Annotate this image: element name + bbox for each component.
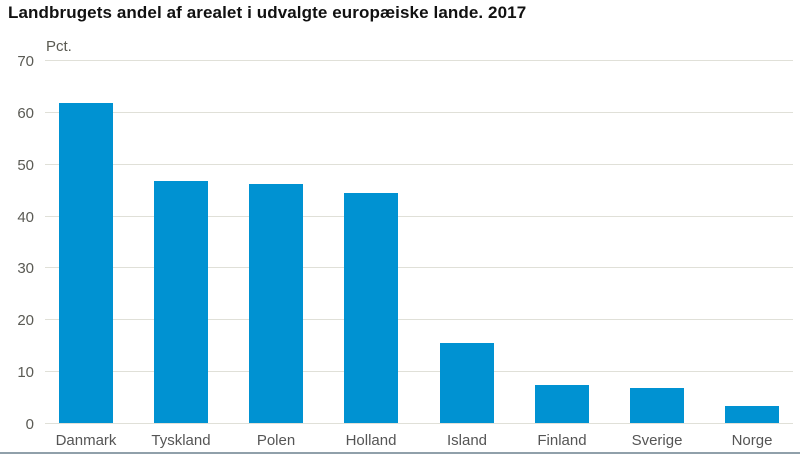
bar-finland <box>535 385 589 423</box>
y-axis-tick-label-60: 60 <box>17 105 34 122</box>
gridline-70 <box>45 60 793 61</box>
x-axis-label-danmark: Danmark <box>55 432 117 449</box>
x-axis-label-norge: Norge <box>731 432 773 449</box>
bar-polen <box>249 184 303 423</box>
bottom-divider-line <box>0 452 800 454</box>
x-axis-label-tyskland: Tyskland <box>151 432 211 449</box>
gridline-40 <box>45 216 793 217</box>
bar-island <box>440 343 494 423</box>
y-axis-tick-label-40: 40 <box>17 209 34 226</box>
bar-danmark <box>59 103 113 423</box>
y-axis-tick-label-20: 20 <box>17 312 34 329</box>
y-axis-tick-label-50: 50 <box>17 157 34 174</box>
gridline-0 <box>45 423 793 424</box>
bar-sverige <box>630 388 684 423</box>
gridline-10 <box>45 371 793 372</box>
y-axis-tick-label-10: 10 <box>17 364 34 381</box>
bar-norge <box>725 406 779 423</box>
y-axis-tick-label-30: 30 <box>17 260 34 277</box>
x-axis-label-holland: Holland <box>345 432 397 449</box>
chart-title: Landbrugets andel af arealet i udvalgte … <box>8 3 527 22</box>
y-axis-tick-label-0: 0 <box>25 416 34 433</box>
gridline-30 <box>45 267 793 268</box>
bar-holland <box>344 193 398 423</box>
x-axis-label-finland: Finland <box>537 432 587 449</box>
bar-tyskland <box>154 181 208 423</box>
y-axis-tick-label-70: 70 <box>17 53 34 70</box>
x-axis-label-polen: Polen <box>256 432 296 449</box>
y-axis-unit-label: Pct. <box>46 38 72 55</box>
gridline-50 <box>45 164 793 165</box>
gridline-20 <box>45 319 793 320</box>
gridline-60 <box>45 112 793 113</box>
x-axis-label-sverige: Sverige <box>631 432 683 449</box>
x-axis-label-island: Island <box>446 432 488 449</box>
